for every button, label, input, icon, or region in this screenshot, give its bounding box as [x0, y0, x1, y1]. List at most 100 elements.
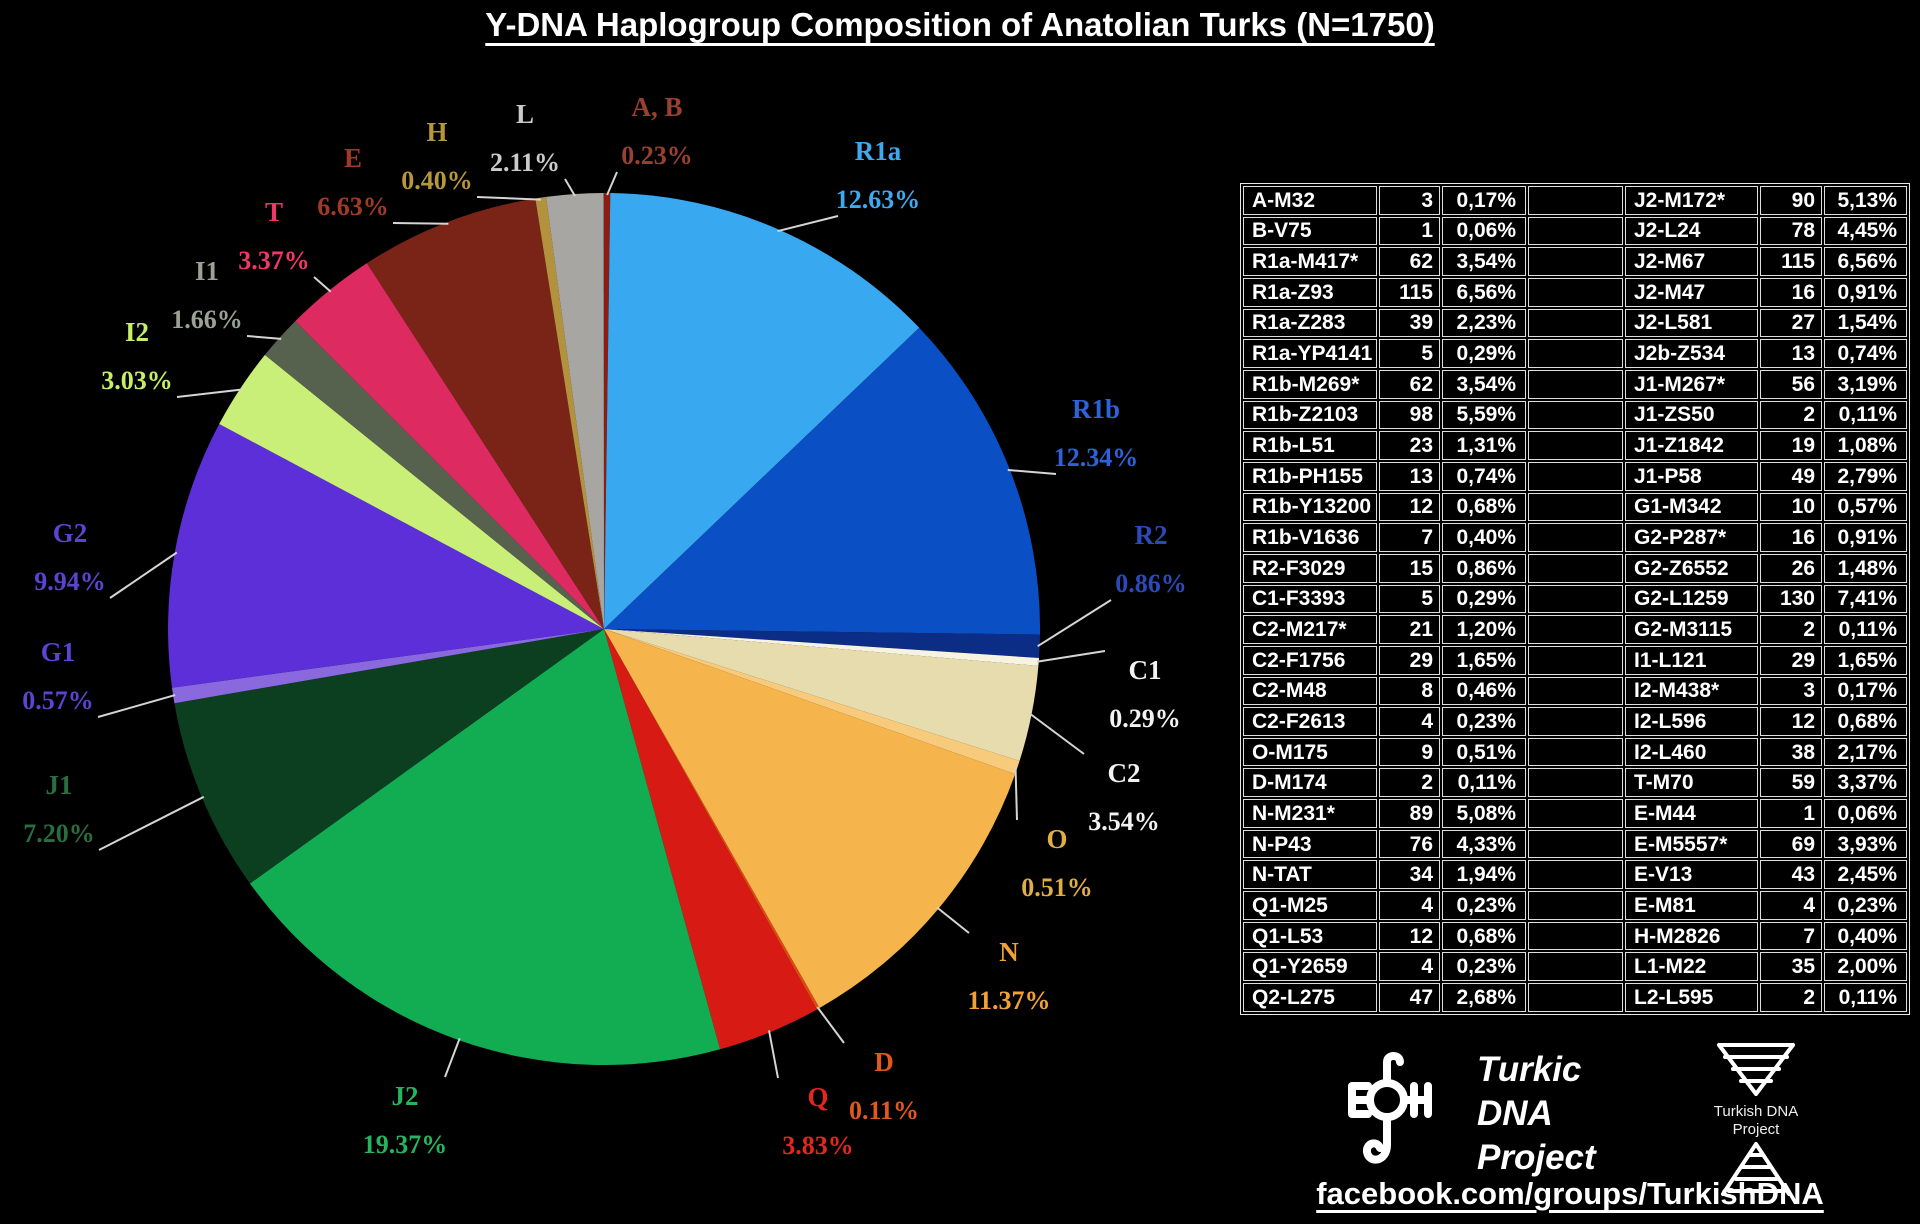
page-title: Y-DNA Haplogroup Composition of Anatolia…: [0, 6, 1920, 44]
pie-slice-h: [535, 196, 604, 629]
count-cell: 2: [1760, 983, 1822, 1012]
count-cell: 27: [1760, 308, 1822, 338]
count-cell: 47: [1379, 983, 1440, 1012]
haplogroup-cell: R1a-YP4141: [1243, 339, 1377, 368]
haplogroup-cell: J2-M172*: [1625, 186, 1758, 215]
pie-slice-name: I2: [124, 317, 149, 347]
haplogroup-cell: L1-M22: [1625, 952, 1758, 982]
leader-line: [768, 1030, 779, 1079]
percent-cell: 0,06%: [1442, 216, 1526, 246]
haplogroup-cell: J2-L24: [1625, 216, 1758, 246]
count-cell: 62: [1379, 369, 1440, 399]
count-cell: 7: [1379, 523, 1440, 552]
pie-slice-name: D: [874, 1047, 894, 1077]
pie-slice-d: [604, 629, 820, 1010]
pie-slice-j2: [250, 629, 721, 1066]
percent-cell: 1,65%: [1824, 645, 1907, 675]
table-row: N-M231* 89 5,08% E-M44 1 0,06%: [1243, 799, 1907, 828]
pie-slice-percent: 3.37%: [238, 246, 310, 275]
percent-cell: 0,11%: [1824, 615, 1907, 644]
leader-line: [313, 276, 332, 293]
table-row: Q1-Y2659 4 0,23% L1-M22 35 2,00%: [1243, 952, 1907, 982]
haplogroup-cell: N-P43: [1243, 829, 1377, 859]
spacer-cell: [1528, 676, 1623, 706]
spacer-cell: [1528, 339, 1623, 368]
percent-cell: 2,00%: [1824, 952, 1907, 982]
haplogroup-cell: J2-L581: [1625, 308, 1758, 338]
count-cell: 49: [1760, 461, 1822, 491]
leader-line: [176, 388, 243, 398]
count-cell: 4: [1760, 891, 1822, 920]
table-row: Q1-L53 12 0,68% H-M2826 7 0,40%: [1243, 921, 1907, 951]
pie-slice-name: G2: [52, 518, 88, 548]
leader-line: [97, 694, 176, 718]
pie-slice-name: C1: [1128, 655, 1162, 685]
pie-label-e: E 6.63%: [317, 145, 389, 221]
pie-slice-n: [604, 629, 1016, 1008]
percent-cell: 0,17%: [1824, 676, 1907, 706]
haplogroup-cell: R1b-M269*: [1243, 369, 1377, 399]
pie-label-ab: A, B 0.23%: [621, 94, 693, 170]
count-cell: 5: [1379, 339, 1440, 368]
table-row: Q1-M25 4 0,23% E-M81 4 0,23%: [1243, 891, 1907, 920]
haplogroup-cell: I1-L121: [1625, 645, 1758, 675]
haplogroup-cell: R1b-Y13200: [1243, 492, 1377, 522]
table-row: R1b-PH155 13 0,74% J1-P58 49 2,79%: [1243, 461, 1907, 491]
pie-slice-name: O: [1046, 824, 1068, 854]
haplogroup-cell: G2-L1259: [1625, 584, 1758, 614]
leader-line: [564, 178, 576, 197]
table-row: R1b-Z2103 98 5,59% J1-ZS50 2 0,11%: [1243, 400, 1907, 430]
pie-slice-name: R1a: [854, 136, 902, 166]
table-row: D-M174 2 0,11% T-M70 59 3,37%: [1243, 768, 1907, 798]
count-cell: 15: [1379, 553, 1440, 583]
spacer-cell: [1528, 584, 1623, 614]
spacer-cell: [1528, 799, 1623, 828]
percent-cell: 0,11%: [1442, 768, 1526, 798]
percent-cell: 5,13%: [1824, 186, 1907, 215]
pie-slice-g1: [172, 629, 604, 704]
spacer-cell: [1528, 829, 1623, 859]
spacer-cell: [1528, 247, 1623, 276]
pie-label-i2: I2 3.03%: [101, 317, 173, 395]
spacer-cell: [1528, 860, 1623, 890]
percent-cell: 0,40%: [1824, 921, 1907, 951]
count-cell: 12: [1379, 921, 1440, 951]
pie-slice-percent: 0.40%: [401, 166, 473, 195]
percent-cell: 0,23%: [1442, 891, 1526, 920]
percent-cell: 2,79%: [1824, 461, 1907, 491]
pie-slice-percent: 19.37%: [362, 1130, 448, 1159]
pie-label-l: L 2.11%: [490, 101, 560, 177]
haplogroup-cell: C1-F3393: [1243, 584, 1377, 614]
percent-cell: 2,68%: [1442, 983, 1526, 1012]
percent-cell: 2,17%: [1824, 737, 1907, 767]
count-cell: 21: [1379, 615, 1440, 644]
table-row: R1b-L51 23 1,31% J1-Z1842 19 1,08%: [1243, 431, 1907, 460]
turkic-wordmark-line: Project: [1477, 1138, 1596, 1177]
pie-label-c1: C1 0.29%: [1109, 655, 1181, 733]
percent-cell: 5,08%: [1442, 799, 1526, 828]
spacer-cell: [1528, 553, 1623, 583]
haplogroup-cell: I2-L460: [1625, 737, 1758, 767]
haplogroup-cell: D-M174: [1243, 768, 1377, 798]
turkish-logo-text-line: Project: [1732, 1121, 1780, 1138]
pie-slice-percent: 3.83%: [782, 1131, 854, 1160]
pie-label-o: O 0.51%: [1021, 824, 1093, 902]
spacer-cell: [1528, 400, 1623, 430]
table-row: N-P43 76 4,33% E-M5557* 69 3,93%: [1243, 829, 1907, 859]
pie-slice-percent: 1.66%: [171, 305, 243, 334]
leader-line: [476, 196, 542, 201]
count-cell: 76: [1379, 829, 1440, 859]
percent-cell: 3,37%: [1824, 768, 1907, 798]
spacer-cell: [1528, 891, 1623, 920]
pie-slice-percent: 12.34%: [1053, 443, 1139, 472]
percent-cell: 0,11%: [1824, 983, 1907, 1012]
pie-slice-percent: 0.11%: [848, 1096, 920, 1125]
count-cell: 89: [1379, 799, 1440, 828]
facebook-group-link[interactable]: facebook.com/groups/TurkishDNA: [1316, 1176, 1824, 1211]
spacer-cell: [1528, 186, 1623, 215]
pie-label-r2: R2 0.86%: [1115, 522, 1187, 598]
turkish-dna-project-logo: Turkish DNA Project: [1700, 1042, 1812, 1202]
pie-slice-name: T: [264, 197, 283, 227]
percent-cell: 0,23%: [1824, 891, 1907, 920]
